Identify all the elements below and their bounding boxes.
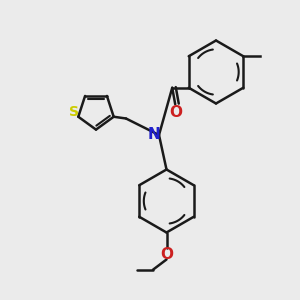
Text: N: N <box>147 127 160 142</box>
Text: O: O <box>160 247 173 262</box>
Text: S: S <box>69 105 79 119</box>
Text: O: O <box>169 105 182 120</box>
